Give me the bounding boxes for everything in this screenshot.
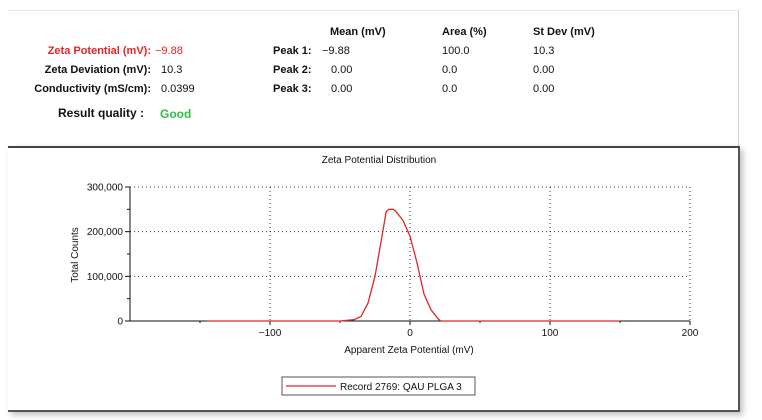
peak-2-label: Peak 2: — [273, 64, 312, 76]
peak-3-label: Peak 3: — [273, 83, 312, 95]
legend: Record 2769: QAU PLGA 3 — [281, 376, 476, 396]
zeta-deviation-value: 10.3 — [161, 64, 183, 76]
peak-1-mean: −9.88 — [322, 45, 350, 57]
conductivity-label: Conductivity (mS/cm): — [34, 83, 151, 95]
peak-1-stdev: 10.3 — [533, 45, 555, 57]
y-axis-label: Total Counts — [70, 227, 81, 283]
header-stdev: St Dev (mV) — [533, 26, 595, 38]
peak-3-mean: 0.00 — [331, 83, 353, 95]
y-tick-labels: 0 100,000 200,000 300,000 — [87, 183, 124, 328]
peak-3-stdev: 0.00 — [533, 83, 555, 95]
grid-lines — [130, 186, 691, 321]
legend-label: Record 2769: QAU PLGA 3 — [340, 382, 462, 393]
x-tick-label: −100 — [259, 328, 282, 339]
chart-title: Zeta Potential Distribution — [322, 155, 437, 166]
legend-box — [281, 376, 476, 396]
result-quality-label: Result quality : — [58, 106, 145, 120]
y-tick-label: 100,000 — [87, 272, 124, 283]
zeta-potential-label: Zeta Potential (mV): — [47, 45, 151, 57]
header-area: Area (%) — [442, 26, 487, 38]
result-quality-value: Good — [160, 107, 192, 121]
peak-3-area: 0.0 — [442, 83, 458, 95]
peak-1-area: 100.0 — [442, 45, 470, 57]
peak-1-label: Peak 1: — [273, 45, 312, 57]
results-panel — [8, 10, 739, 146]
chart-panel — [8, 146, 740, 412]
y-tick-label: 0 — [117, 317, 123, 328]
y-tick-label: 200,000 — [87, 227, 124, 238]
header-mean: Mean (mV) — [330, 26, 386, 38]
conductivity-value: 0.0399 — [161, 83, 195, 95]
x-axis-label: Apparent Zeta Potential (mV) — [344, 345, 474, 356]
x-tick-label: 100 — [542, 328, 559, 339]
peak-2-stdev: 0.00 — [533, 64, 555, 76]
x-tick-labels: −100 0 100 200 — [259, 328, 699, 339]
x-tick-label: 0 — [407, 328, 413, 339]
zeta-potential-value: −9.88 — [155, 45, 183, 57]
series-line — [207, 208, 620, 322]
x-tick-label: 200 — [682, 328, 699, 339]
peak-2-mean: 0.00 — [331, 64, 353, 76]
y-tick-label: 300,000 — [87, 183, 124, 194]
zeta-deviation-label: Zeta Deviation (mV): — [44, 64, 151, 76]
axes — [125, 186, 691, 325]
peak-2-area: 0.0 — [442, 64, 458, 76]
